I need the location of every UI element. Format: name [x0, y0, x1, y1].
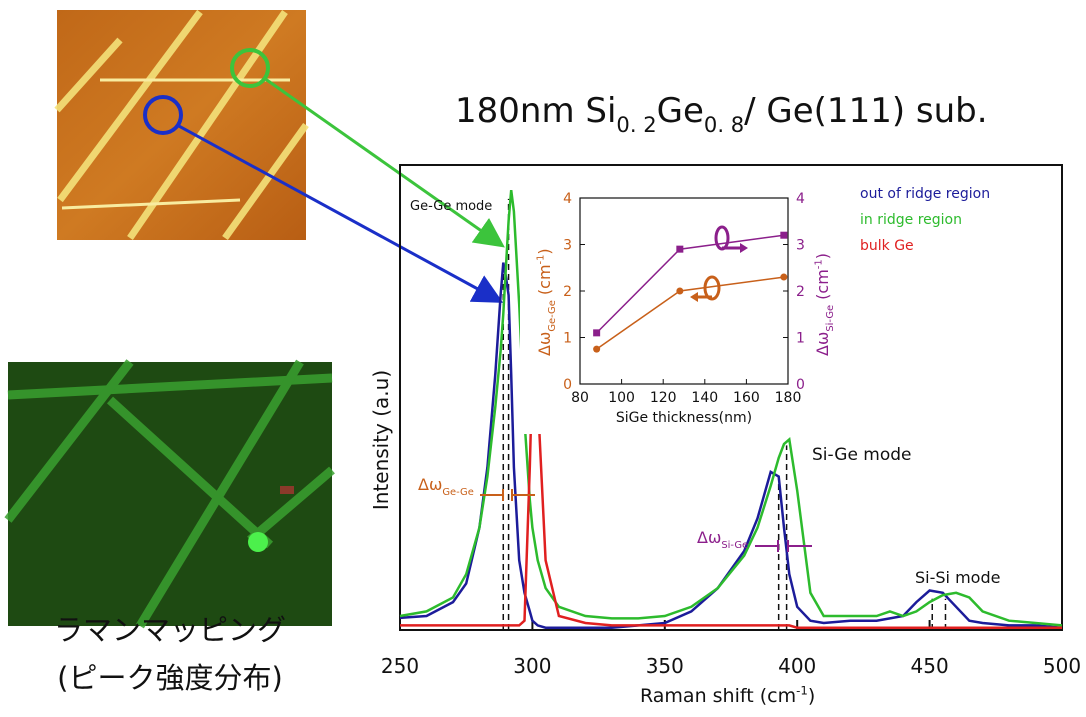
x-tick-label: 300 [513, 654, 551, 678]
marker [676, 246, 683, 253]
y-axis-label-part: -1 [536, 255, 547, 265]
annotation: Si-Ge mode [812, 445, 912, 465]
legend-label: in ridge region [860, 212, 962, 228]
x-tick-label: 500 [1043, 654, 1081, 678]
y-axis-label-part: ) [535, 248, 554, 254]
x-axis-label-part: -1 [796, 683, 808, 697]
y-tick-label: 2 [563, 284, 572, 300]
y2-axis-label-part: Si-Ge [825, 305, 836, 332]
y2-axis-label-part: Δω [813, 332, 832, 356]
y2-tick-label: 3 [796, 238, 805, 254]
legend-label: bulk Ge [860, 238, 914, 254]
y2-axis-label-part: -1 [814, 259, 825, 269]
y-axis-label: Intensity (a.u) [369, 370, 393, 510]
x-tick-label: 250 [381, 654, 419, 678]
x-tick-label: 400 [778, 654, 816, 678]
x-axis-label: SiGe thickness(nm) [616, 410, 752, 426]
x-axis-label-part: ) [808, 685, 815, 707]
inset-background [520, 183, 853, 434]
y2-tick-label: 1 [796, 331, 805, 347]
x-axis-label-part: Raman shift (cm [640, 685, 796, 707]
slide: 180nm Si0. 2Ge0. 8/ Ge(111) sub. ラマンマッピング… [0, 0, 1086, 713]
x-tick-label: 80 [571, 390, 589, 406]
y-tick-label: 3 [563, 238, 572, 254]
x-tick-label: 160 [733, 390, 760, 406]
title-part: 180nm Si [455, 91, 616, 131]
marker [780, 232, 787, 239]
title-part: Ge [657, 91, 704, 131]
x-tick-label: 350 [646, 654, 684, 678]
y2-tick-label: 4 [796, 191, 805, 207]
y-axis-label-part: (cm [535, 264, 554, 300]
y2-tick-label: 2 [796, 284, 805, 300]
delta-label-part: Si-Ge [721, 540, 748, 551]
marker [676, 288, 683, 295]
caption: ラマンマッピング [54, 613, 286, 647]
y-tick-label: 0 [563, 377, 572, 393]
title: 180nm Si0. 2Ge0. 8/ Ge(111) sub. [455, 91, 988, 137]
marker [593, 346, 600, 353]
marker [593, 329, 600, 336]
y2-tick-label: 0 [796, 377, 805, 393]
x-tick-label: 120 [650, 390, 677, 406]
raman-map [8, 362, 332, 626]
title-part: 0. 2 [616, 112, 656, 137]
delta-label-part: Δω [697, 528, 721, 547]
delta-label: ΔωSi-Ge [697, 528, 748, 551]
title-part: / Ge(111) sub. [744, 91, 987, 131]
annotation: Si-Si mode [915, 568, 1000, 587]
y2-axis-label-part: (cm [813, 269, 832, 305]
x-axis-label: Raman shift (cm-1) [640, 683, 815, 707]
y2-axis-label-part: ) [813, 253, 832, 259]
caption: (ピーク強度分布) [57, 661, 283, 695]
y-tick-label: 1 [563, 331, 572, 347]
title-part: 0. 8 [704, 112, 744, 137]
delta-label: ΔωGe-Ge [418, 475, 474, 498]
annotation: Ge-Ge mode [410, 199, 492, 214]
delta-label-part: Δω [418, 475, 442, 494]
x-tick-label: 140 [691, 390, 718, 406]
legend-label: out of ridge region [860, 186, 990, 202]
y-axis-label-part: Δω [535, 332, 554, 356]
afm-image [57, 10, 306, 240]
delta-label-part: Ge-Ge [442, 487, 473, 498]
y-tick-label: 4 [563, 191, 572, 207]
y-axis-label-part: Ge-Ge [547, 300, 558, 331]
marker [780, 274, 787, 281]
x-tick-label: 100 [608, 390, 635, 406]
x-tick-label: 450 [911, 654, 949, 678]
